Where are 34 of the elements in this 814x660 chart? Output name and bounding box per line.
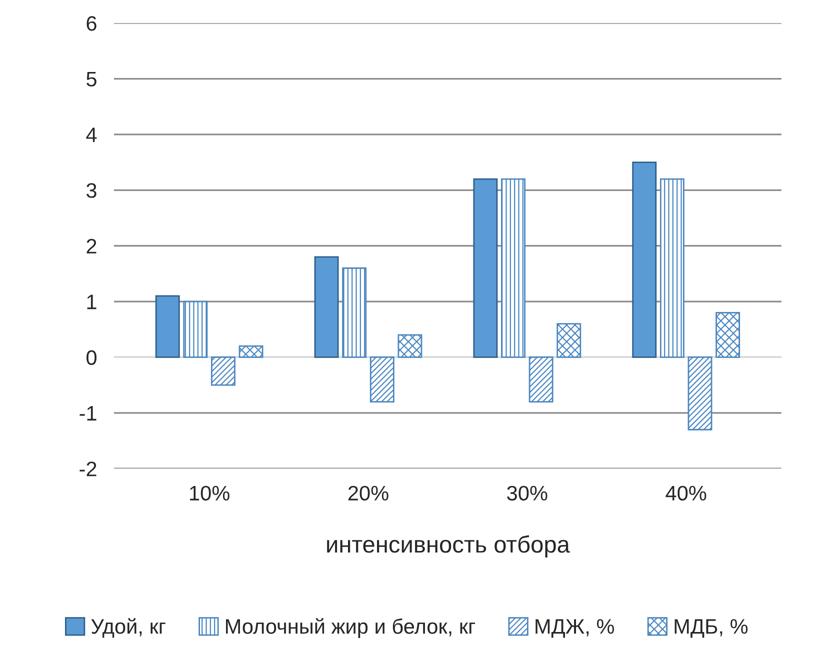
bar — [342, 267, 367, 358]
y-tick-label: 1 — [87, 294, 96, 310]
bar — [716, 312, 740, 358]
bar — [473, 178, 498, 358]
bar — [660, 178, 684, 358]
x-axis-title: интенсивность отбора — [327, 535, 570, 558]
bar — [688, 356, 712, 430]
bar — [528, 356, 554, 402]
bar — [556, 323, 582, 358]
y-tick-label: 5 — [86, 72, 96, 87]
bar — [501, 178, 526, 358]
bar — [314, 256, 339, 358]
bar — [183, 300, 208, 358]
legend-label: Удой, кг — [91, 618, 166, 638]
bar — [632, 162, 657, 358]
bar — [155, 295, 180, 358]
x-tick-label: 30% — [507, 486, 548, 501]
bar — [398, 334, 422, 358]
legend-label: МДЖ, % — [536, 619, 614, 638]
y-tick-label: 4 — [86, 128, 97, 142]
y-tick-label: -1 — [80, 406, 96, 420]
x-tick-label: 40% — [666, 486, 706, 501]
x-tick-label: 20% — [348, 486, 388, 501]
bar — [370, 356, 394, 402]
y-tick-label: 2 — [86, 238, 96, 254]
legend-label: Молочный жир и белок, кг — [226, 618, 476, 638]
y-tick-label: 3 — [86, 183, 96, 198]
y-tick-label: 6 — [86, 16, 96, 31]
bar — [238, 345, 264, 358]
x-tick-label: 10% — [190, 486, 230, 501]
y-tick-label: 0 — [86, 350, 96, 365]
y-tick-label: -2 — [80, 462, 96, 476]
legend-label: МДБ, % — [674, 619, 748, 638]
bar — [211, 356, 236, 386]
